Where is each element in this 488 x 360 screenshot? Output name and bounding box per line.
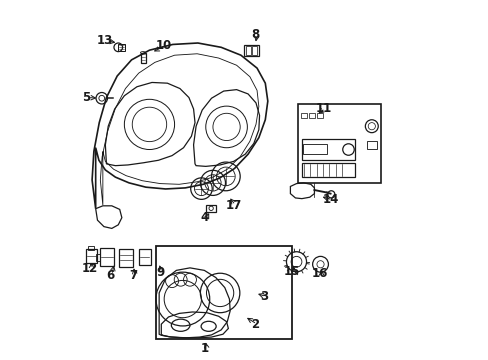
Text: 4: 4 (201, 211, 209, 224)
Text: 14: 14 (322, 193, 338, 206)
Bar (308, 113, 314, 118)
Bar (119, 249, 132, 267)
Bar (155, 246, 291, 338)
Bar (316, 113, 322, 118)
Bar (118, 44, 124, 51)
Text: 6: 6 (106, 269, 114, 282)
Bar (86, 249, 97, 263)
Bar (100, 248, 113, 266)
Text: 15: 15 (283, 265, 300, 278)
Text: 11: 11 (315, 102, 331, 115)
Text: 16: 16 (311, 267, 327, 280)
Text: 12: 12 (81, 262, 98, 275)
Bar (301, 163, 354, 177)
Text: 17: 17 (225, 199, 242, 212)
Text: 7: 7 (129, 269, 137, 282)
Bar (140, 53, 145, 63)
Bar (206, 205, 216, 212)
Bar (301, 113, 306, 118)
Text: 9: 9 (156, 266, 164, 279)
Bar (251, 46, 257, 55)
Text: 8: 8 (251, 28, 259, 41)
Bar (139, 249, 150, 265)
Bar (244, 45, 258, 56)
Bar (303, 144, 326, 154)
Text: 2: 2 (251, 318, 259, 331)
Bar (96, 254, 100, 261)
Text: 1: 1 (201, 342, 209, 355)
Text: 3: 3 (260, 290, 268, 303)
Bar (297, 104, 380, 183)
Bar (366, 141, 376, 149)
Text: 13: 13 (96, 34, 113, 48)
Bar (245, 46, 250, 55)
Bar (301, 139, 354, 160)
Bar (88, 246, 94, 249)
Text: 10: 10 (155, 39, 172, 52)
Text: 5: 5 (81, 91, 90, 104)
